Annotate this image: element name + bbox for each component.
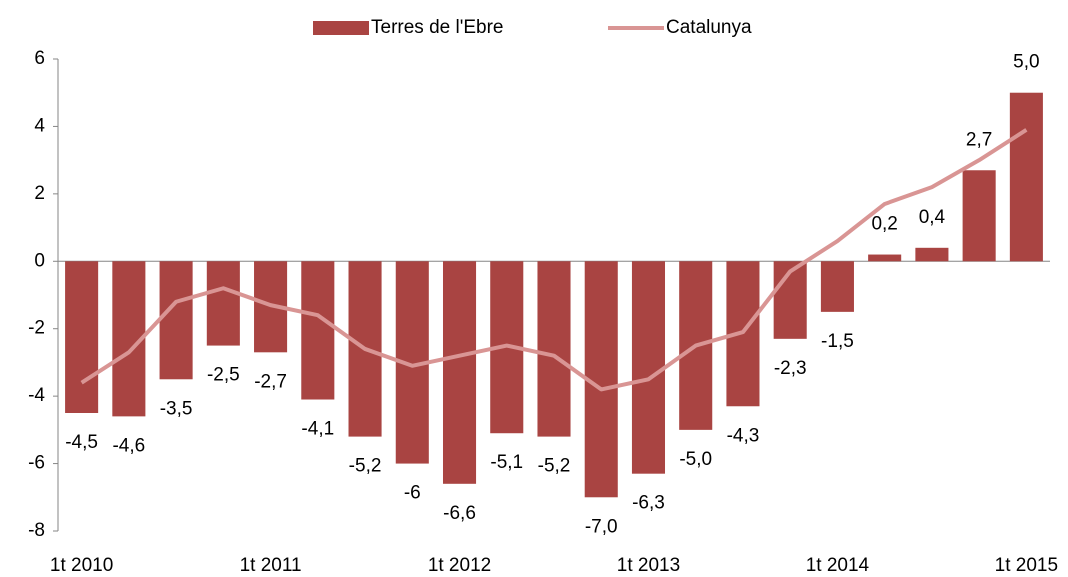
bar bbox=[962, 170, 996, 262]
data-label: -2,7 bbox=[254, 371, 287, 392]
data-label: -5,1 bbox=[490, 452, 523, 473]
data-label: -4,3 bbox=[727, 425, 760, 446]
y-tick-label: 2 bbox=[34, 183, 45, 204]
bar bbox=[442, 261, 477, 484]
x-tick-label: 1t 2015 bbox=[995, 555, 1058, 576]
y-tick-label: -4 bbox=[28, 385, 45, 406]
y-tick-label: -6 bbox=[28, 453, 45, 474]
data-label: -6,3 bbox=[632, 493, 665, 514]
bar bbox=[301, 261, 335, 400]
bar bbox=[1009, 92, 1043, 262]
data-label: -4,1 bbox=[301, 419, 334, 440]
x-tick-label: 1t 2014 bbox=[806, 555, 870, 576]
data-label: -5,0 bbox=[679, 449, 712, 470]
data-label: 0,2 bbox=[871, 214, 897, 235]
legend-swatch bbox=[313, 21, 369, 35]
bar bbox=[820, 261, 854, 312]
data-label: -5,2 bbox=[349, 456, 382, 477]
y-tick-label: 0 bbox=[34, 250, 45, 271]
x-tick-label: 1t 2010 bbox=[50, 555, 113, 576]
x-tick-label: 1t 2013 bbox=[617, 555, 680, 576]
x-tick-label: 1t 2012 bbox=[428, 555, 491, 576]
data-label: 0,4 bbox=[919, 207, 946, 228]
bar bbox=[206, 261, 240, 346]
x-tick-label: 1t 2011 bbox=[240, 555, 302, 576]
data-label: -6,6 bbox=[443, 503, 476, 524]
bar bbox=[537, 261, 571, 437]
legend-label: Catalunya bbox=[666, 17, 752, 38]
bar bbox=[65, 261, 99, 413]
data-label: -5,2 bbox=[538, 456, 571, 477]
y-tick-label: -2 bbox=[28, 318, 45, 339]
data-label: 5,0 bbox=[1013, 52, 1039, 73]
line bbox=[80, 128, 1028, 392]
data-label: -3,5 bbox=[160, 398, 193, 419]
data-label: -7,0 bbox=[585, 516, 618, 537]
legend-label: Terres de l'Ebre bbox=[371, 17, 503, 38]
data-label: -2,3 bbox=[774, 358, 807, 379]
data-label: 2,7 bbox=[966, 129, 992, 150]
bar bbox=[631, 261, 666, 474]
y-tick-label: 6 bbox=[34, 48, 45, 69]
data-label: -4,6 bbox=[112, 435, 145, 456]
data-label: -4,5 bbox=[65, 432, 98, 453]
data-label: -1,5 bbox=[821, 331, 854, 352]
y-tick-label: 4 bbox=[34, 115, 45, 136]
bar bbox=[915, 247, 949, 262]
bar bbox=[159, 261, 193, 380]
y-tick-label: -8 bbox=[28, 520, 45, 541]
data-label: -6 bbox=[404, 483, 421, 504]
data-label: -2,5 bbox=[207, 365, 240, 386]
bar bbox=[868, 254, 902, 262]
